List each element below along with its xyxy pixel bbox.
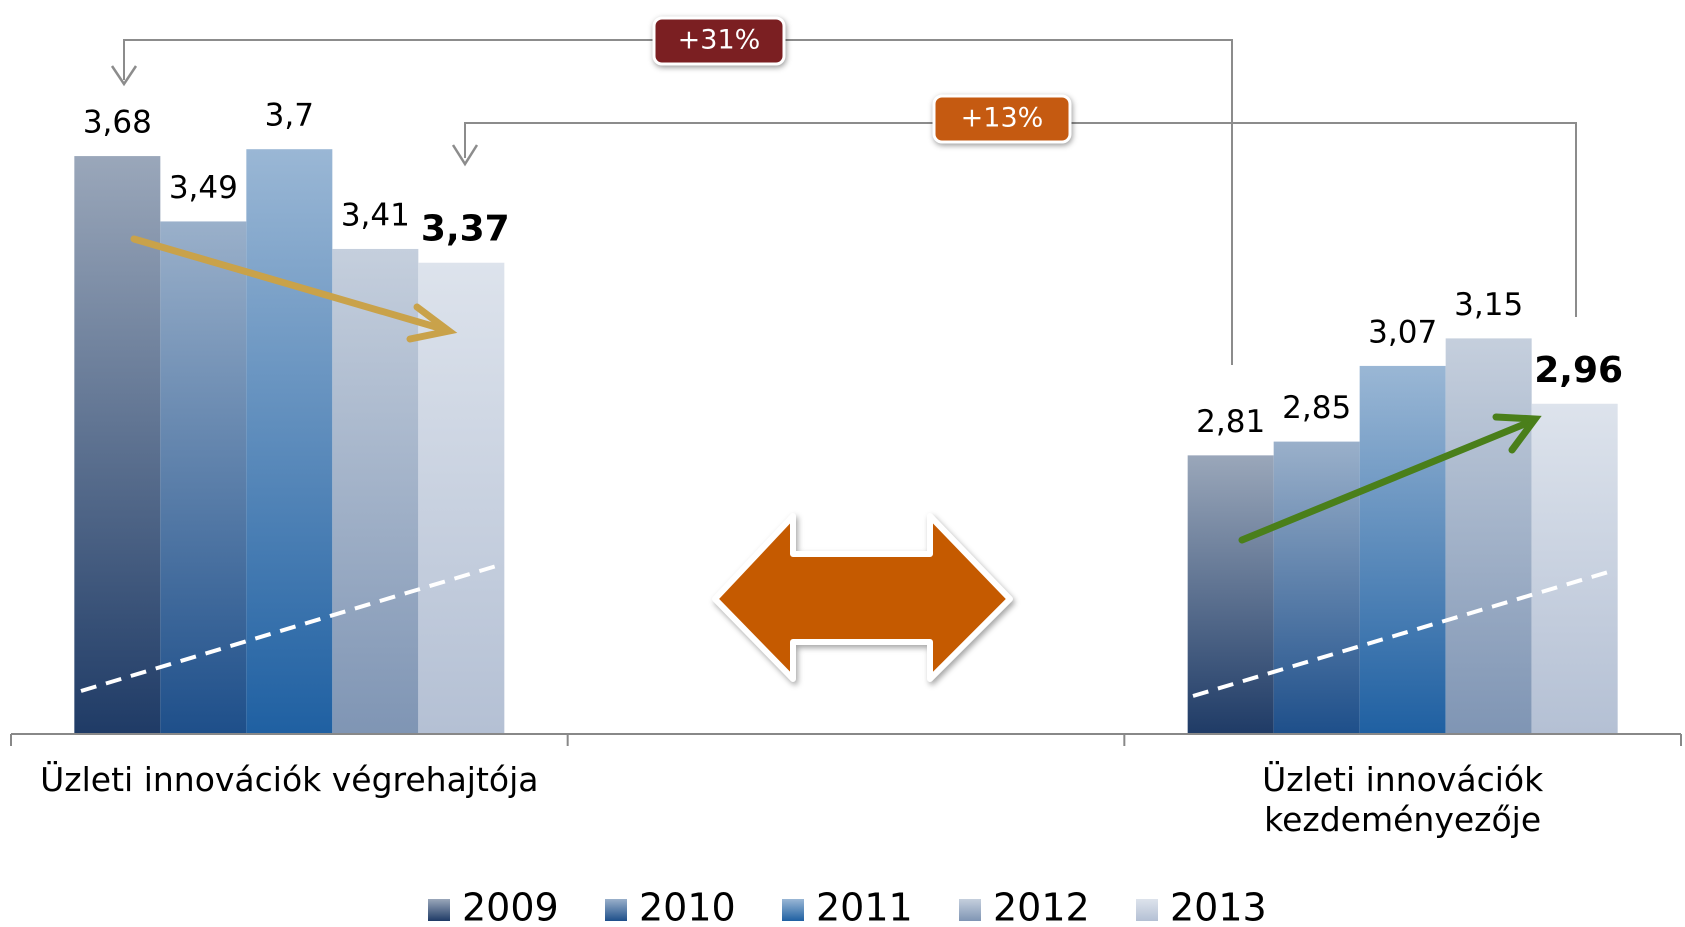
data-label: 2,81 [1196, 404, 1265, 440]
bar [246, 149, 333, 734]
annotation: +31% [678, 25, 761, 56]
double-arrow [712, 513, 1013, 682]
bar [1445, 338, 1532, 734]
data-label: 3,7 [265, 98, 314, 134]
trend-arrow-up [1238, 413, 1542, 544]
connector-arrowhead [451, 144, 479, 167]
data-label: 3,49 [169, 170, 238, 206]
bar [332, 248, 419, 734]
trend-dashed [1192, 568, 1616, 698]
legend-label: 2012 [993, 886, 1090, 927]
bar [1273, 441, 1360, 734]
x-tick-label: Üzleti innovációk végrehajtója [40, 760, 539, 799]
data-label: 2,96 [1534, 350, 1623, 391]
legend-label: 2013 [1170, 886, 1267, 927]
bar [160, 221, 247, 734]
legend-swatch [1136, 899, 1158, 921]
x-tick-label: Üzleti innovációk kezdeményezője [1262, 760, 1544, 839]
connector-13 [464, 122, 1577, 317]
legend-swatch [782, 899, 804, 921]
legend-label: 2010 [639, 886, 736, 927]
annotation-box [652, 16, 786, 66]
trend-arrow-down [130, 235, 458, 343]
bar [1359, 365, 1446, 734]
legend-swatch [605, 899, 627, 921]
bar [418, 262, 505, 734]
data-label: 3,15 [1454, 287, 1523, 323]
data-label: 3,37 [421, 209, 510, 250]
connector-arrowhead [110, 65, 138, 87]
data-label: 3,41 [341, 197, 410, 233]
trend-dashed [80, 562, 504, 693]
data-label: 2,85 [1282, 390, 1351, 426]
legend-label: 2011 [816, 886, 913, 927]
bars [74, 149, 1618, 734]
annotation: +13% [961, 103, 1044, 134]
data-label: 3,07 [1368, 314, 1437, 350]
bar [74, 156, 161, 734]
legend-swatch [428, 899, 450, 921]
bar [1531, 403, 1618, 734]
legend-label: 2009 [462, 886, 559, 927]
bar [1187, 455, 1274, 734]
legend-swatch [959, 899, 981, 921]
annotation-box [932, 94, 1072, 144]
data-label: 3,68 [83, 105, 152, 141]
